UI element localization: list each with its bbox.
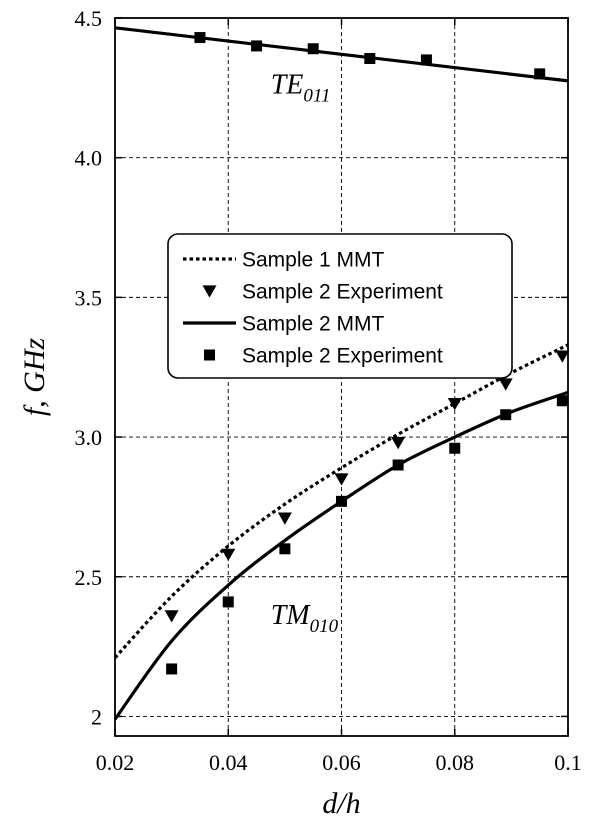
- x-tick-label: 0.08: [436, 750, 475, 775]
- series-line: [113, 390, 569, 721]
- y-tick-label: 3.0: [75, 425, 103, 450]
- square-marker: [166, 663, 178, 675]
- triangle-marker: [277, 512, 292, 525]
- square-marker: [534, 68, 546, 80]
- legend-box: [167, 233, 513, 379]
- square-marker: [251, 40, 263, 52]
- annotations: TE011 TM010: [271, 69, 339, 637]
- tick-marks: [114, 17, 569, 736]
- y-tick-label: 4.5: [75, 6, 103, 31]
- y-tick-label: 3.5: [75, 285, 103, 310]
- series-1: [164, 350, 570, 623]
- series-line: [113, 343, 569, 659]
- square-marker: [336, 495, 347, 507]
- square-marker: [392, 459, 404, 471]
- legend-label: Sample 2 MMT: [242, 313, 385, 336]
- square-marker: [420, 54, 432, 66]
- triangle-marker: [447, 397, 462, 411]
- tick-labels: 0.02 0.04 0.06 0.08 0.1 2 2.5 3.0 3.5 4.0 4.5: [75, 6, 582, 775]
- triangle-marker: [164, 610, 179, 623]
- mode-label: TE011: [271, 69, 331, 106]
- y-tick-label: 2.5: [75, 565, 103, 590]
- series-5: [194, 32, 546, 80]
- square-marker: [364, 53, 376, 65]
- x-tick-label: 0.04: [209, 750, 248, 775]
- y-tick-label: 4.0: [75, 146, 103, 171]
- triangle-marker: [334, 473, 349, 486]
- x-tick-label: 0.02: [96, 750, 135, 775]
- series-0: [113, 343, 569, 659]
- series-layer: [113, 26, 570, 721]
- square-marker: [307, 43, 319, 55]
- legend-swatch: [204, 349, 215, 361]
- mode-label-subscript: 011: [303, 85, 330, 106]
- square-marker: [449, 442, 461, 454]
- series-4: [114, 26, 569, 83]
- triangle-marker: [221, 548, 236, 562]
- series-3: [166, 395, 568, 675]
- legend-label: Sample 2 Experiment: [242, 345, 443, 368]
- square-marker: [194, 32, 206, 44]
- y-tick-label: 2: [91, 704, 102, 729]
- x-tick-label: 0.06: [322, 750, 361, 775]
- mode-label: TM010: [271, 600, 339, 637]
- square-marker: [556, 395, 568, 407]
- legend-label: Sample 2 Experiment: [242, 281, 443, 304]
- y-axis-label: f, GHz: [18, 338, 51, 417]
- triangle-marker: [498, 378, 513, 391]
- legend: Sample 1 MMT Sample 2 Experiment Sample 2 …: [167, 233, 513, 379]
- mode-label-main: TE: [271, 69, 304, 100]
- triangle-marker: [555, 350, 570, 363]
- triangle-marker: [391, 437, 406, 450]
- legend-label: Sample 1 MMT: [242, 249, 385, 272]
- mode-label-main: TM: [271, 600, 312, 631]
- legend-swatch: [202, 285, 217, 298]
- series-line: [114, 26, 569, 83]
- square-marker: [500, 409, 512, 421]
- mode-label-subscript: 010: [310, 616, 339, 637]
- series-2: [113, 390, 569, 721]
- square-marker: [279, 543, 291, 555]
- x-axis-label: d/h: [322, 787, 360, 820]
- x-tick-label: 0.1: [554, 750, 582, 775]
- square-marker: [222, 596, 234, 608]
